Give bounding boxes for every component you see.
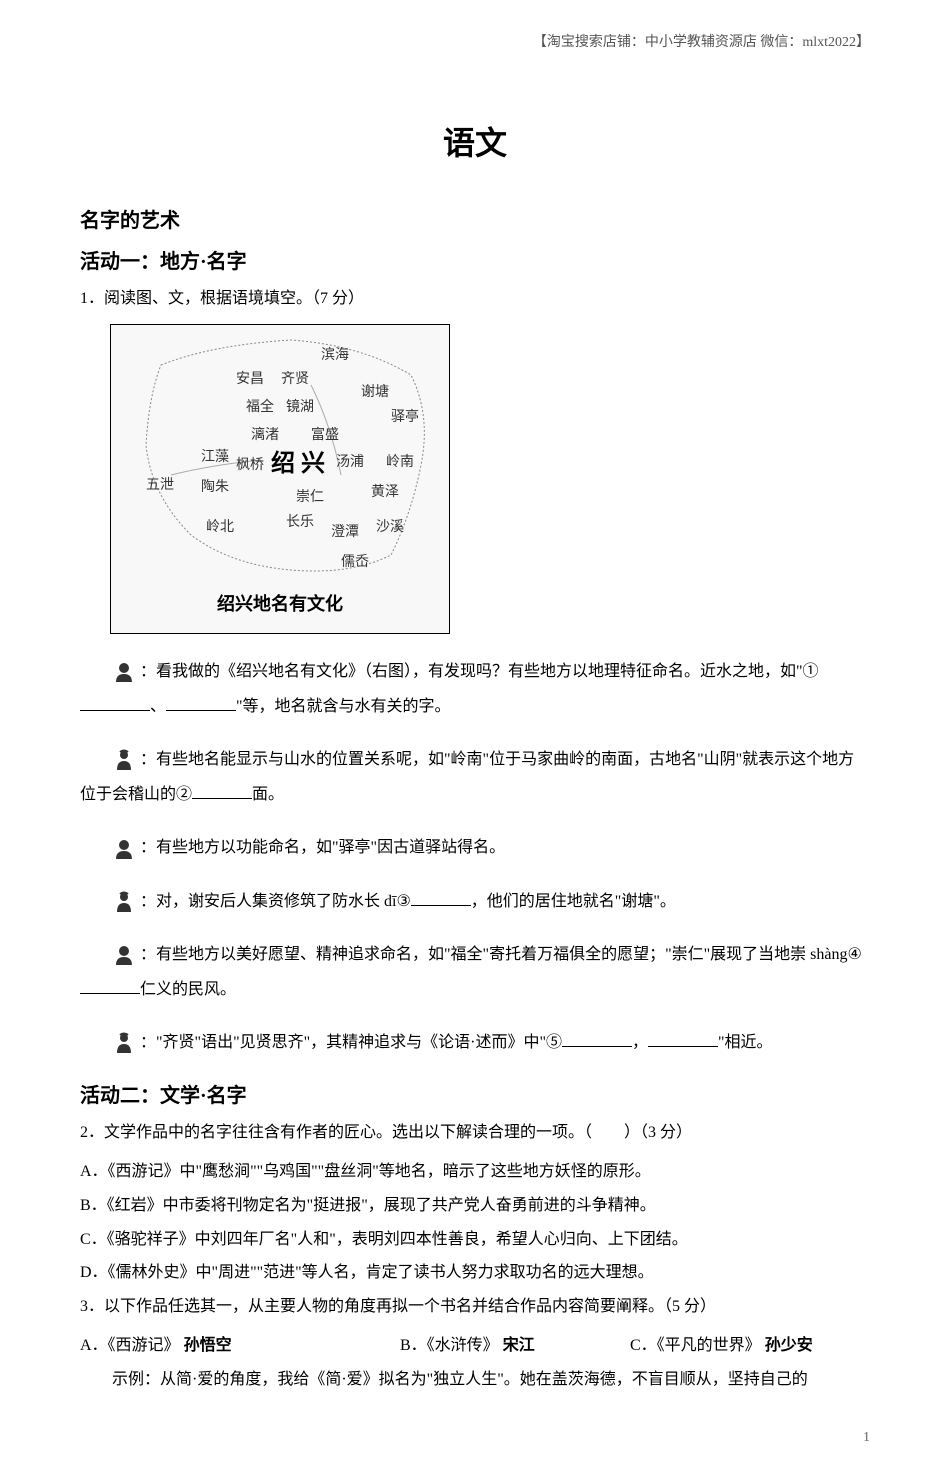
dialogue-text: 仁义的民风。 [140, 981, 236, 998]
map-place-label: 澄潭 [331, 520, 359, 545]
fill-blank[interactable] [648, 1031, 718, 1047]
choice-label: B．《水浒传》 [400, 1337, 499, 1354]
question-2-option[interactable]: B．《红岩》中市委将刊物定名为"挺进报"，展现了共产党人奋勇前进的斗争精神。 [80, 1192, 870, 1221]
question-3-example: 示例：从简·爱的角度，我给《简·爱》拟名为"独立人生"。她在盖茨海德，不盲目顺从… [80, 1366, 870, 1395]
map-place-label: 安昌 [236, 367, 264, 392]
dialogue-text: ：看我做的《绍兴地名有文化》（右图），有发现吗？有些地方以地理特征命名。近水之地… [140, 663, 819, 680]
activity-1-heading: 活动一：地方·名字 [80, 244, 870, 280]
map-center-label: 绍 兴 [271, 443, 325, 486]
dialogue-text: "相近。 [718, 1034, 773, 1051]
map-place-label: 沙溪 [376, 515, 404, 540]
dialogues-section: ：看我做的《绍兴地名有文化》（右图），有发现吗？有些地方以地理特征命名。近水之地… [80, 654, 870, 1061]
dialogue-text: ， [632, 1034, 648, 1051]
map-place-label: 谢塘 [361, 380, 389, 405]
page-number: 1 [80, 1425, 870, 1450]
choice-character: 孙少安 [765, 1337, 813, 1354]
dialogue-text: ：有些地方以功能命名，如"驿亭"因古道驿站得名。 [140, 839, 505, 856]
map-place-label: 陶朱 [201, 475, 229, 500]
map-image: 滨海安昌齐贤谢塘福全镜湖驿亭漓渚富盛江藻枫桥汤浦岭南五泄陶朱崇仁黄泽岭北长乐澄潭… [110, 324, 450, 634]
map-place-label: 镜湖 [286, 395, 314, 420]
question-3-choice[interactable]: B．《水浒传》 宋江 [400, 1332, 630, 1361]
dialogue-line: ：看我做的《绍兴地名有文化》（右图），有发现吗？有些地方以地理特征命名。近水之地… [80, 654, 870, 724]
map-place-label: 儒岙 [341, 550, 369, 575]
map-place-label: 岭南 [386, 450, 414, 475]
dialogue-text: 面。 [252, 786, 284, 803]
fill-blank[interactable] [80, 695, 150, 711]
choice-label: C．《平凡的世界》 [630, 1337, 761, 1354]
question-3-choice[interactable]: A．《西游记》 孙悟空 [80, 1332, 400, 1361]
speaker-b-icon [112, 890, 136, 914]
fill-blank[interactable] [166, 695, 236, 711]
map-place-label: 五泄 [146, 473, 174, 498]
question-3-choices-row: A．《西游记》 孙悟空B．《水浒传》 宋江C．《平凡的世界》 孙少安 [80, 1332, 870, 1361]
dialogue-text: ，他们的居住地就名"谢塘"。 [471, 893, 676, 910]
fill-blank[interactable] [562, 1031, 632, 1047]
dialogue-text: 、 [150, 698, 166, 715]
dialogue-line: ：有些地方以功能命名，如"驿亭"因古道驿站得名。 [80, 830, 870, 865]
map-place-label: 长乐 [286, 510, 314, 535]
map-place-label: 汤浦 [336, 450, 364, 475]
question-2-option[interactable]: A．《西游记》中"鹰愁涧""乌鸡国""盘丝洞"等地名，暗示了这些地方妖怪的原形。 [80, 1158, 870, 1187]
dialogue-text: ："齐贤"语出"见贤思齐"，其精神追求与《论语·述而》中"⑤ [140, 1034, 562, 1051]
map-place-label: 崇仁 [296, 485, 324, 510]
question-2-option[interactable]: D．《儒林外史》中"周进""范进"等人名，肯定了读书人努力求取功名的远大理想。 [80, 1259, 870, 1288]
question-1-text: 1．阅读图、文，根据语境填空。（7 分） [80, 285, 870, 314]
dialogue-text: ：有些地方以美好愿望、精神追求命名，如"福全"寄托着万福俱全的愿望；"崇仁"展现… [140, 946, 862, 963]
map-place-label: 枫桥 [236, 453, 264, 478]
map-place-label: 滨海 [321, 343, 349, 368]
speaker-b-icon [112, 748, 136, 772]
dialogue-line: ：有些地方以美好愿望、精神追求命名，如"福全"寄托着万福俱全的愿望；"崇仁"展现… [80, 937, 870, 1007]
speaker-a-icon [112, 837, 136, 861]
speaker-a-icon [112, 943, 136, 967]
dialogue-line: ："齐贤"语出"见贤思齐"，其精神追求与《论语·述而》中"⑤ ， "相近。 [80, 1025, 870, 1060]
activity-2-heading: 活动二：文学·名字 [80, 1078, 870, 1114]
dialogue-line: ：有些地名能显示与山水的位置关系呢，如"岭南"位于马家曲岭的南面，古地名"山阴"… [80, 742, 870, 812]
fill-blank[interactable] [80, 978, 140, 994]
map-place-label: 江藻 [201, 445, 229, 470]
map-title: 绍兴地名有文化 [217, 588, 343, 620]
question-2-option[interactable]: C．《骆驼祥子》中刘四年厂名"人和"，表明刘四本性善良，希望人心归向、上下团结。 [80, 1226, 870, 1255]
map-place-label: 岭北 [206, 515, 234, 540]
question-3-choice[interactable]: C．《平凡的世界》 孙少安 [630, 1332, 860, 1361]
dialogue-text: ：对，谢安后人集资修筑了防水长 dī③ [140, 893, 411, 910]
header-watermark: 【淘宝搜索店铺：中小学教辅资源店 微信：mlxt2022】 [80, 30, 870, 55]
speaker-b-icon [112, 1031, 136, 1055]
dialogue-line: ：对，谢安后人集资修筑了防水长 dī③ ，他们的居住地就名"谢塘"。 [80, 884, 870, 919]
fill-blank[interactable] [411, 890, 471, 906]
choice-label: A．《西游记》 [80, 1337, 180, 1354]
choice-character: 孙悟空 [184, 1337, 232, 1354]
map-place-label: 福全 [246, 395, 274, 420]
choice-character: 宋江 [503, 1337, 535, 1354]
question-3-text: 3．以下作品任选其一，从主要人物的角度再拟一个书名并结合作品内容简要阐释。（5 … [80, 1293, 870, 1322]
map-place-label: 黄泽 [371, 480, 399, 505]
map-place-label: 驿亭 [391, 405, 419, 430]
speaker-a-icon [112, 660, 136, 684]
question-2-text: 2．文学作品中的名字往往含有作者的匠心。选出以下解读合理的一项。（ ）（3 分） [80, 1119, 870, 1148]
question-2-options: A．《西游记》中"鹰愁涧""乌鸡国""盘丝洞"等地名，暗示了这些地方妖怪的原形。… [80, 1158, 870, 1288]
section-heading: 名字的艺术 [80, 203, 870, 239]
map-place-label: 齐贤 [281, 367, 309, 392]
document-title: 语文 [80, 115, 870, 173]
fill-blank[interactable] [192, 783, 252, 799]
dialogue-text: "等，地名就含与水有关的字。 [236, 698, 451, 715]
